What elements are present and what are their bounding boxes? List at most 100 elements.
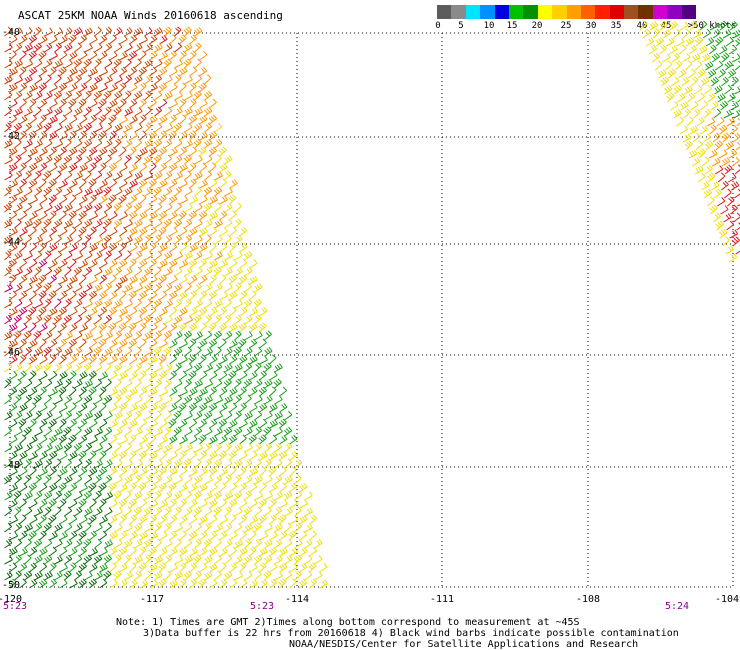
wind-barb <box>119 163 128 173</box>
wind-barb <box>249 563 258 573</box>
wind-barb <box>229 482 238 493</box>
wind-barb <box>717 93 726 103</box>
wind-barb <box>184 187 193 197</box>
wind-barb <box>139 162 148 173</box>
wind-barb <box>159 307 168 317</box>
wind-barb <box>274 571 283 581</box>
wind-barb <box>139 290 148 301</box>
wind-barb <box>124 154 132 165</box>
wind-barb <box>74 346 83 357</box>
wind-barb <box>174 42 182 53</box>
wind-barb <box>209 418 218 429</box>
wind-barb <box>154 490 162 501</box>
wind-barb <box>64 219 74 229</box>
wind-barb <box>19 98 27 109</box>
wind-barb <box>49 434 58 445</box>
wind-barb <box>164 522 172 533</box>
wind-barb <box>54 298 62 309</box>
wind-barb <box>134 395 143 405</box>
wind-barb <box>214 314 222 325</box>
wind-barb <box>718 149 728 159</box>
wind-barb <box>118 194 127 205</box>
wind-barb <box>254 426 263 437</box>
wind-barb <box>114 378 122 389</box>
wind-barb <box>34 443 43 453</box>
wind-barb <box>84 106 92 117</box>
wind-barb <box>19 210 28 221</box>
wind-barb <box>719 20 728 31</box>
wind-barb <box>244 443 253 453</box>
wind-barb <box>199 290 207 301</box>
wind-barb <box>219 498 227 509</box>
wind-barb <box>194 475 203 485</box>
wind-barb <box>89 146 98 157</box>
wind-barb <box>184 443 193 453</box>
lon-label: -117 <box>139 594 165 605</box>
wind-barb <box>219 306 227 317</box>
wind-barb <box>158 274 167 285</box>
wind-barb <box>128 290 137 301</box>
wind-barb <box>696 116 705 127</box>
wind-barb <box>174 91 183 101</box>
wind-barb <box>144 266 153 277</box>
wind-barb <box>29 195 38 205</box>
wind-barb <box>64 123 73 133</box>
wind-barb <box>144 554 152 565</box>
wind-barb <box>89 338 97 349</box>
wind-barb <box>724 164 733 175</box>
wind-barb <box>69 307 78 317</box>
wind-barb <box>69 162 78 173</box>
wind-barb <box>234 314 243 325</box>
wind-barb <box>179 387 188 397</box>
wind-barb <box>9 386 18 397</box>
wind-barb <box>93 154 103 165</box>
wind-barb <box>4 122 12 133</box>
wind-barb <box>84 458 92 469</box>
wind-barb <box>34 91 43 101</box>
wind-barb <box>249 579 258 589</box>
wind-barb <box>44 107 53 117</box>
wind-barb <box>24 299 33 309</box>
wind-barb <box>24 362 32 373</box>
wind-barb <box>9 339 18 349</box>
wind-barb <box>224 314 232 325</box>
wind-barb <box>204 283 213 293</box>
wind-barb <box>224 347 233 357</box>
wind-barb <box>59 418 67 429</box>
wind-barb <box>58 434 67 445</box>
wind-barb <box>199 115 208 125</box>
wind-barb <box>44 506 52 517</box>
wind-barb <box>24 443 33 453</box>
wind-barb <box>722 29 732 39</box>
wind-barb <box>19 322 28 333</box>
wind-barb <box>64 250 73 261</box>
wind-barb <box>29 178 38 189</box>
wind-barb <box>239 482 247 493</box>
wind-barb <box>214 442 223 453</box>
wind-barb <box>68 98 77 109</box>
wind-barb <box>49 466 57 477</box>
wind-barb <box>79 259 89 269</box>
wind-barb <box>139 211 148 221</box>
wind-barb <box>184 411 193 421</box>
wind-barb <box>9 578 17 589</box>
wind-barb <box>199 66 208 77</box>
wind-barb <box>94 427 104 437</box>
wind-barb <box>729 229 739 239</box>
wind-barb <box>4 90 13 101</box>
wind-barb <box>104 539 113 549</box>
wind-barb <box>119 371 128 381</box>
lon-label: -108 <box>575 594 601 605</box>
wind-barb <box>103 186 112 197</box>
wind-barb <box>705 37 715 47</box>
wind-barb <box>164 363 173 373</box>
wind-barb <box>289 563 298 573</box>
wind-barb <box>113 202 122 213</box>
wind-barb <box>39 451 48 461</box>
wind-barb <box>209 498 218 509</box>
legend-swatch <box>451 5 466 19</box>
wind-barb <box>139 546 147 557</box>
wind-barb <box>209 450 218 461</box>
wind-barb <box>59 162 68 173</box>
wind-barb <box>189 34 197 45</box>
